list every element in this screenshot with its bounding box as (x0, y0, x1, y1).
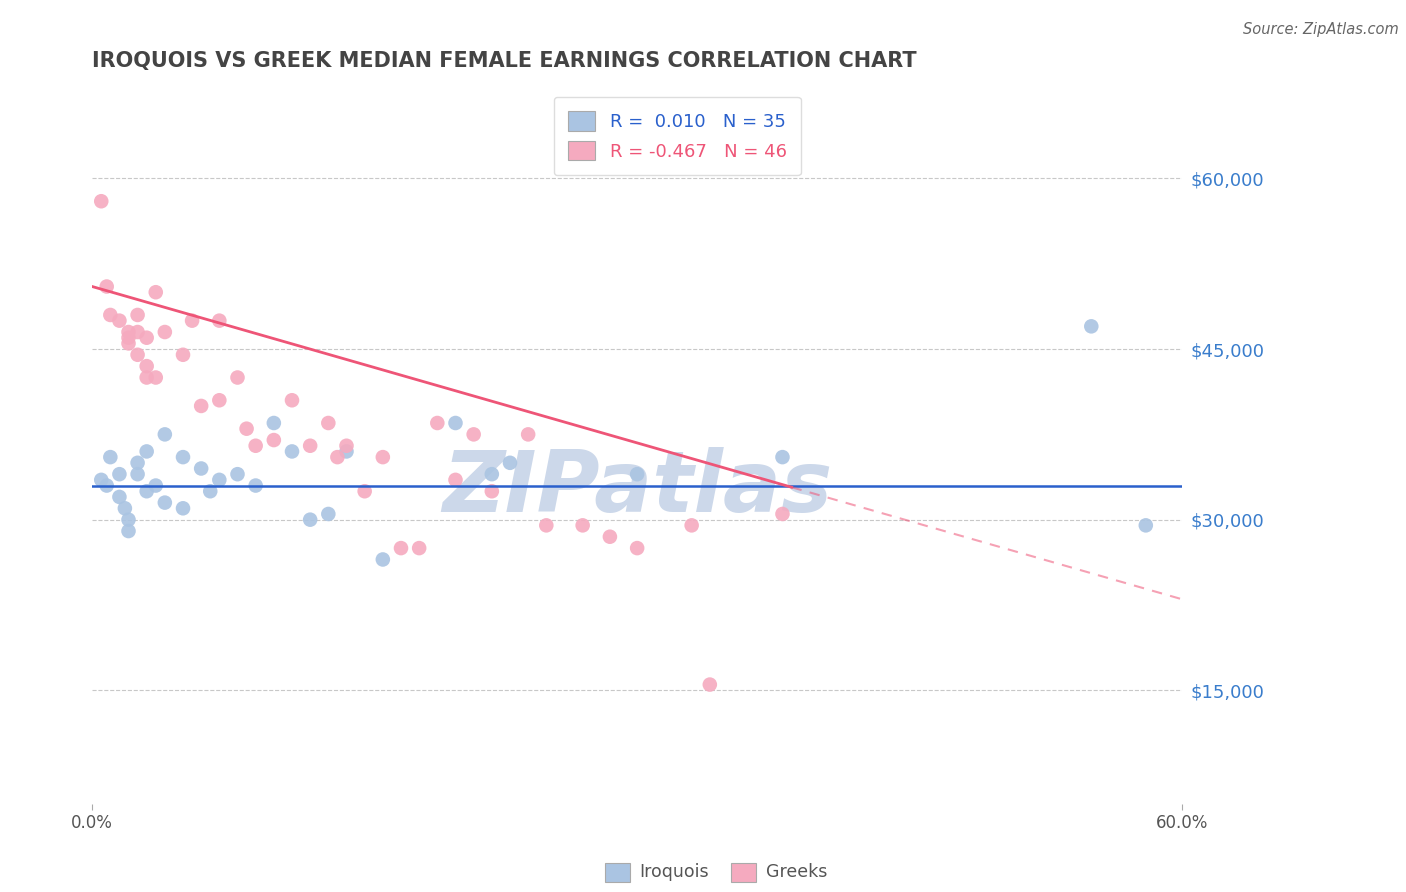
Point (335, 444, 357, 458)
Point (263, 433, 285, 447)
Point (98, 450, 121, 464)
Point (772, 450, 794, 464)
Point (571, 518, 593, 533)
Point (318, 416, 340, 430)
Legend: R =  0.010   N = 35, R = -0.467   N = 46: R = 0.010 N = 35, R = -0.467 N = 46 (554, 96, 801, 175)
Text: IROQUOIS VS GREEK MEDIAN FEMALE EARNINGS CORRELATION CHART: IROQUOIS VS GREEK MEDIAN FEMALE EARNINGS… (93, 51, 917, 70)
Point (127, 467, 149, 482)
Point (408, 541, 430, 555)
Point (235, 422, 257, 436)
Point (172, 501, 194, 516)
Point (181, 313, 204, 327)
Point (263, 416, 285, 430)
Point (226, 467, 249, 482)
Point (108, 490, 131, 504)
Point (145, 370, 167, 384)
Point (145, 478, 167, 492)
Point (599, 530, 621, 544)
Point (135, 359, 157, 373)
Point (371, 450, 394, 464)
Point (108, 313, 131, 327)
Point (153, 325, 176, 339)
Point (208, 313, 231, 327)
Point (190, 399, 212, 413)
Point (1080, 319, 1102, 334)
Point (98, 308, 121, 322)
Point (127, 348, 149, 362)
Point (326, 450, 349, 464)
Point (281, 444, 304, 458)
Point (517, 427, 540, 442)
Point (135, 444, 157, 458)
Point (444, 473, 467, 487)
Point (172, 450, 194, 464)
Point (245, 478, 267, 492)
Point (208, 393, 231, 408)
Point (772, 507, 794, 521)
Point (371, 552, 394, 566)
Point (190, 461, 212, 475)
Point (499, 456, 522, 470)
Point (145, 285, 167, 300)
Point (117, 325, 139, 339)
Point (426, 416, 449, 430)
Point (200, 484, 222, 499)
Point (463, 427, 485, 442)
Point (127, 308, 149, 322)
Point (153, 495, 176, 509)
Point (90, 194, 112, 209)
Point (172, 348, 194, 362)
Point (318, 507, 340, 521)
Point (299, 513, 322, 527)
Point (299, 439, 322, 453)
Point (208, 473, 231, 487)
Point (481, 484, 503, 499)
Point (281, 393, 304, 408)
Point (117, 336, 139, 351)
Point (90, 473, 112, 487)
Point (114, 501, 136, 516)
Text: Iroquois: Iroquois (640, 863, 710, 881)
Point (226, 370, 249, 384)
Point (153, 427, 176, 442)
Point (108, 467, 131, 482)
Point (96, 279, 118, 293)
Point (1135, 518, 1157, 533)
Point (117, 524, 139, 538)
Point (117, 331, 139, 345)
Point (117, 513, 139, 527)
Point (127, 456, 149, 470)
Text: Source: ZipAtlas.com: Source: ZipAtlas.com (1243, 22, 1399, 37)
Point (481, 467, 503, 482)
Point (699, 677, 721, 691)
Text: ZIPatlas: ZIPatlas (441, 447, 832, 530)
Point (135, 484, 157, 499)
Point (536, 518, 558, 533)
Point (353, 484, 375, 499)
Point (444, 416, 467, 430)
Point (135, 370, 157, 384)
Point (127, 325, 149, 339)
Text: Greeks: Greeks (766, 863, 828, 881)
Point (626, 467, 648, 482)
Point (389, 541, 412, 555)
Point (626, 541, 648, 555)
Point (681, 518, 703, 533)
Point (96, 478, 118, 492)
Point (335, 439, 357, 453)
Point (135, 331, 157, 345)
Point (245, 439, 267, 453)
